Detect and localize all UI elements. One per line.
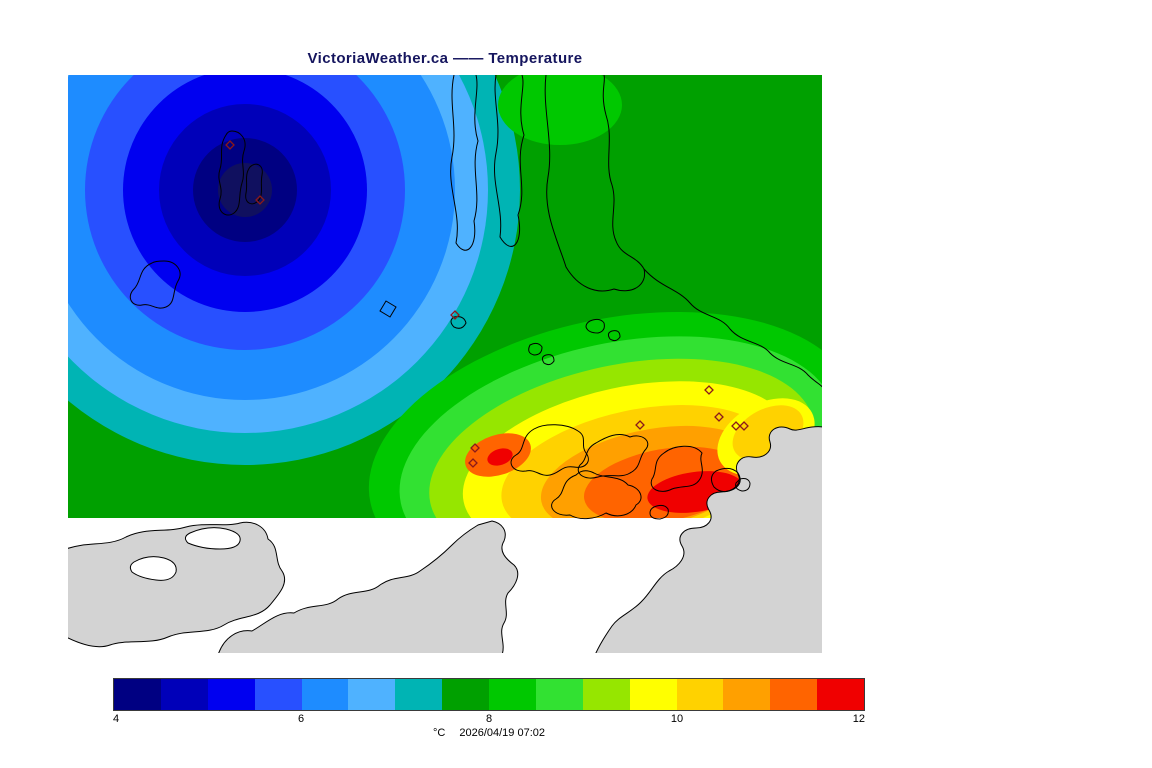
- colorbar-segment: [676, 679, 724, 710]
- island-outline: [245, 163, 263, 205]
- timestamp-label: 2026/04/19 07:02: [459, 727, 545, 739]
- colorbar-tick-label: 12: [852, 713, 865, 725]
- island-outline: [577, 434, 649, 479]
- station-marker: [468, 458, 478, 468]
- station-marker: [255, 195, 265, 205]
- temperature-colorbar: [113, 678, 865, 711]
- colorbar-tick-label: 10: [670, 713, 684, 725]
- coastline-path: [450, 75, 479, 251]
- lake: [129, 556, 177, 581]
- station-marker: [739, 421, 749, 431]
- island-outline: [650, 445, 703, 492]
- left-landmass: [68, 521, 286, 648]
- station-marker: [714, 412, 724, 422]
- station-markers: [225, 140, 749, 468]
- units-label: °C: [433, 727, 446, 739]
- lake: [184, 527, 241, 550]
- island-outline: [585, 318, 605, 334]
- colorbar-segment: [770, 679, 818, 710]
- island-outline: [649, 504, 669, 520]
- station-marker: [704, 385, 714, 395]
- colorbar-segment: [535, 679, 583, 710]
- island-outline: [607, 330, 621, 342]
- coastlines: [129, 75, 822, 520]
- colorbar-tick-label: 6: [297, 713, 305, 725]
- colorbar-segment: [160, 679, 208, 710]
- warm-contour-bands: [368, 311, 822, 518]
- island-outline: [551, 470, 642, 520]
- colorbar-segment: [254, 679, 302, 710]
- colorbar-segment: [489, 679, 536, 710]
- island-outline: [379, 300, 397, 318]
- colorbar-segment: [207, 679, 255, 710]
- map-canvas: [68, 75, 822, 653]
- colorbar-tick-label: 4: [113, 713, 120, 725]
- temperature-map: [68, 75, 822, 653]
- colorbar-segment: [723, 679, 771, 710]
- colorbar-segment: [582, 679, 630, 710]
- island-outline: [510, 424, 589, 476]
- colorbar-ticks: 4 6 8 10 12: [113, 713, 865, 726]
- colorbar-segment: [395, 679, 443, 710]
- temperature-field: [68, 75, 822, 518]
- coastline-path: [544, 75, 646, 292]
- page-title: VictoriaWeather.ca —— Temperature: [307, 50, 583, 67]
- island-outline: [218, 130, 246, 216]
- station-marker: [731, 421, 741, 431]
- island-outline: [129, 260, 181, 309]
- colorbar-segment: [348, 679, 396, 710]
- colorbar-caption: °C 2026/04/19 07:02: [113, 727, 865, 739]
- station-marker: [635, 420, 645, 430]
- station-marker: [470, 443, 480, 453]
- green-patch: [498, 75, 622, 145]
- island-outline: [710, 467, 741, 493]
- coastline-path: [493, 75, 525, 247]
- colorbar-segment: [114, 679, 161, 710]
- island-outline: [735, 478, 751, 492]
- cold-contour-bands: [68, 75, 520, 465]
- mainland-landmass: [595, 426, 822, 653]
- island-outline: [541, 354, 555, 366]
- colorbar-segment: [442, 679, 489, 710]
- coastline-path: [643, 268, 822, 388]
- island-outline: [450, 316, 467, 329]
- station-marker: [450, 310, 460, 320]
- station-marker: [225, 140, 235, 150]
- colorbar-tick-label: 8: [485, 713, 493, 725]
- colorbar-segment: [629, 679, 677, 710]
- island-outline: [528, 342, 543, 356]
- colorbar-segment: [301, 679, 349, 710]
- bottom-landmass: [218, 520, 519, 653]
- colorbar-segment: [817, 679, 864, 710]
